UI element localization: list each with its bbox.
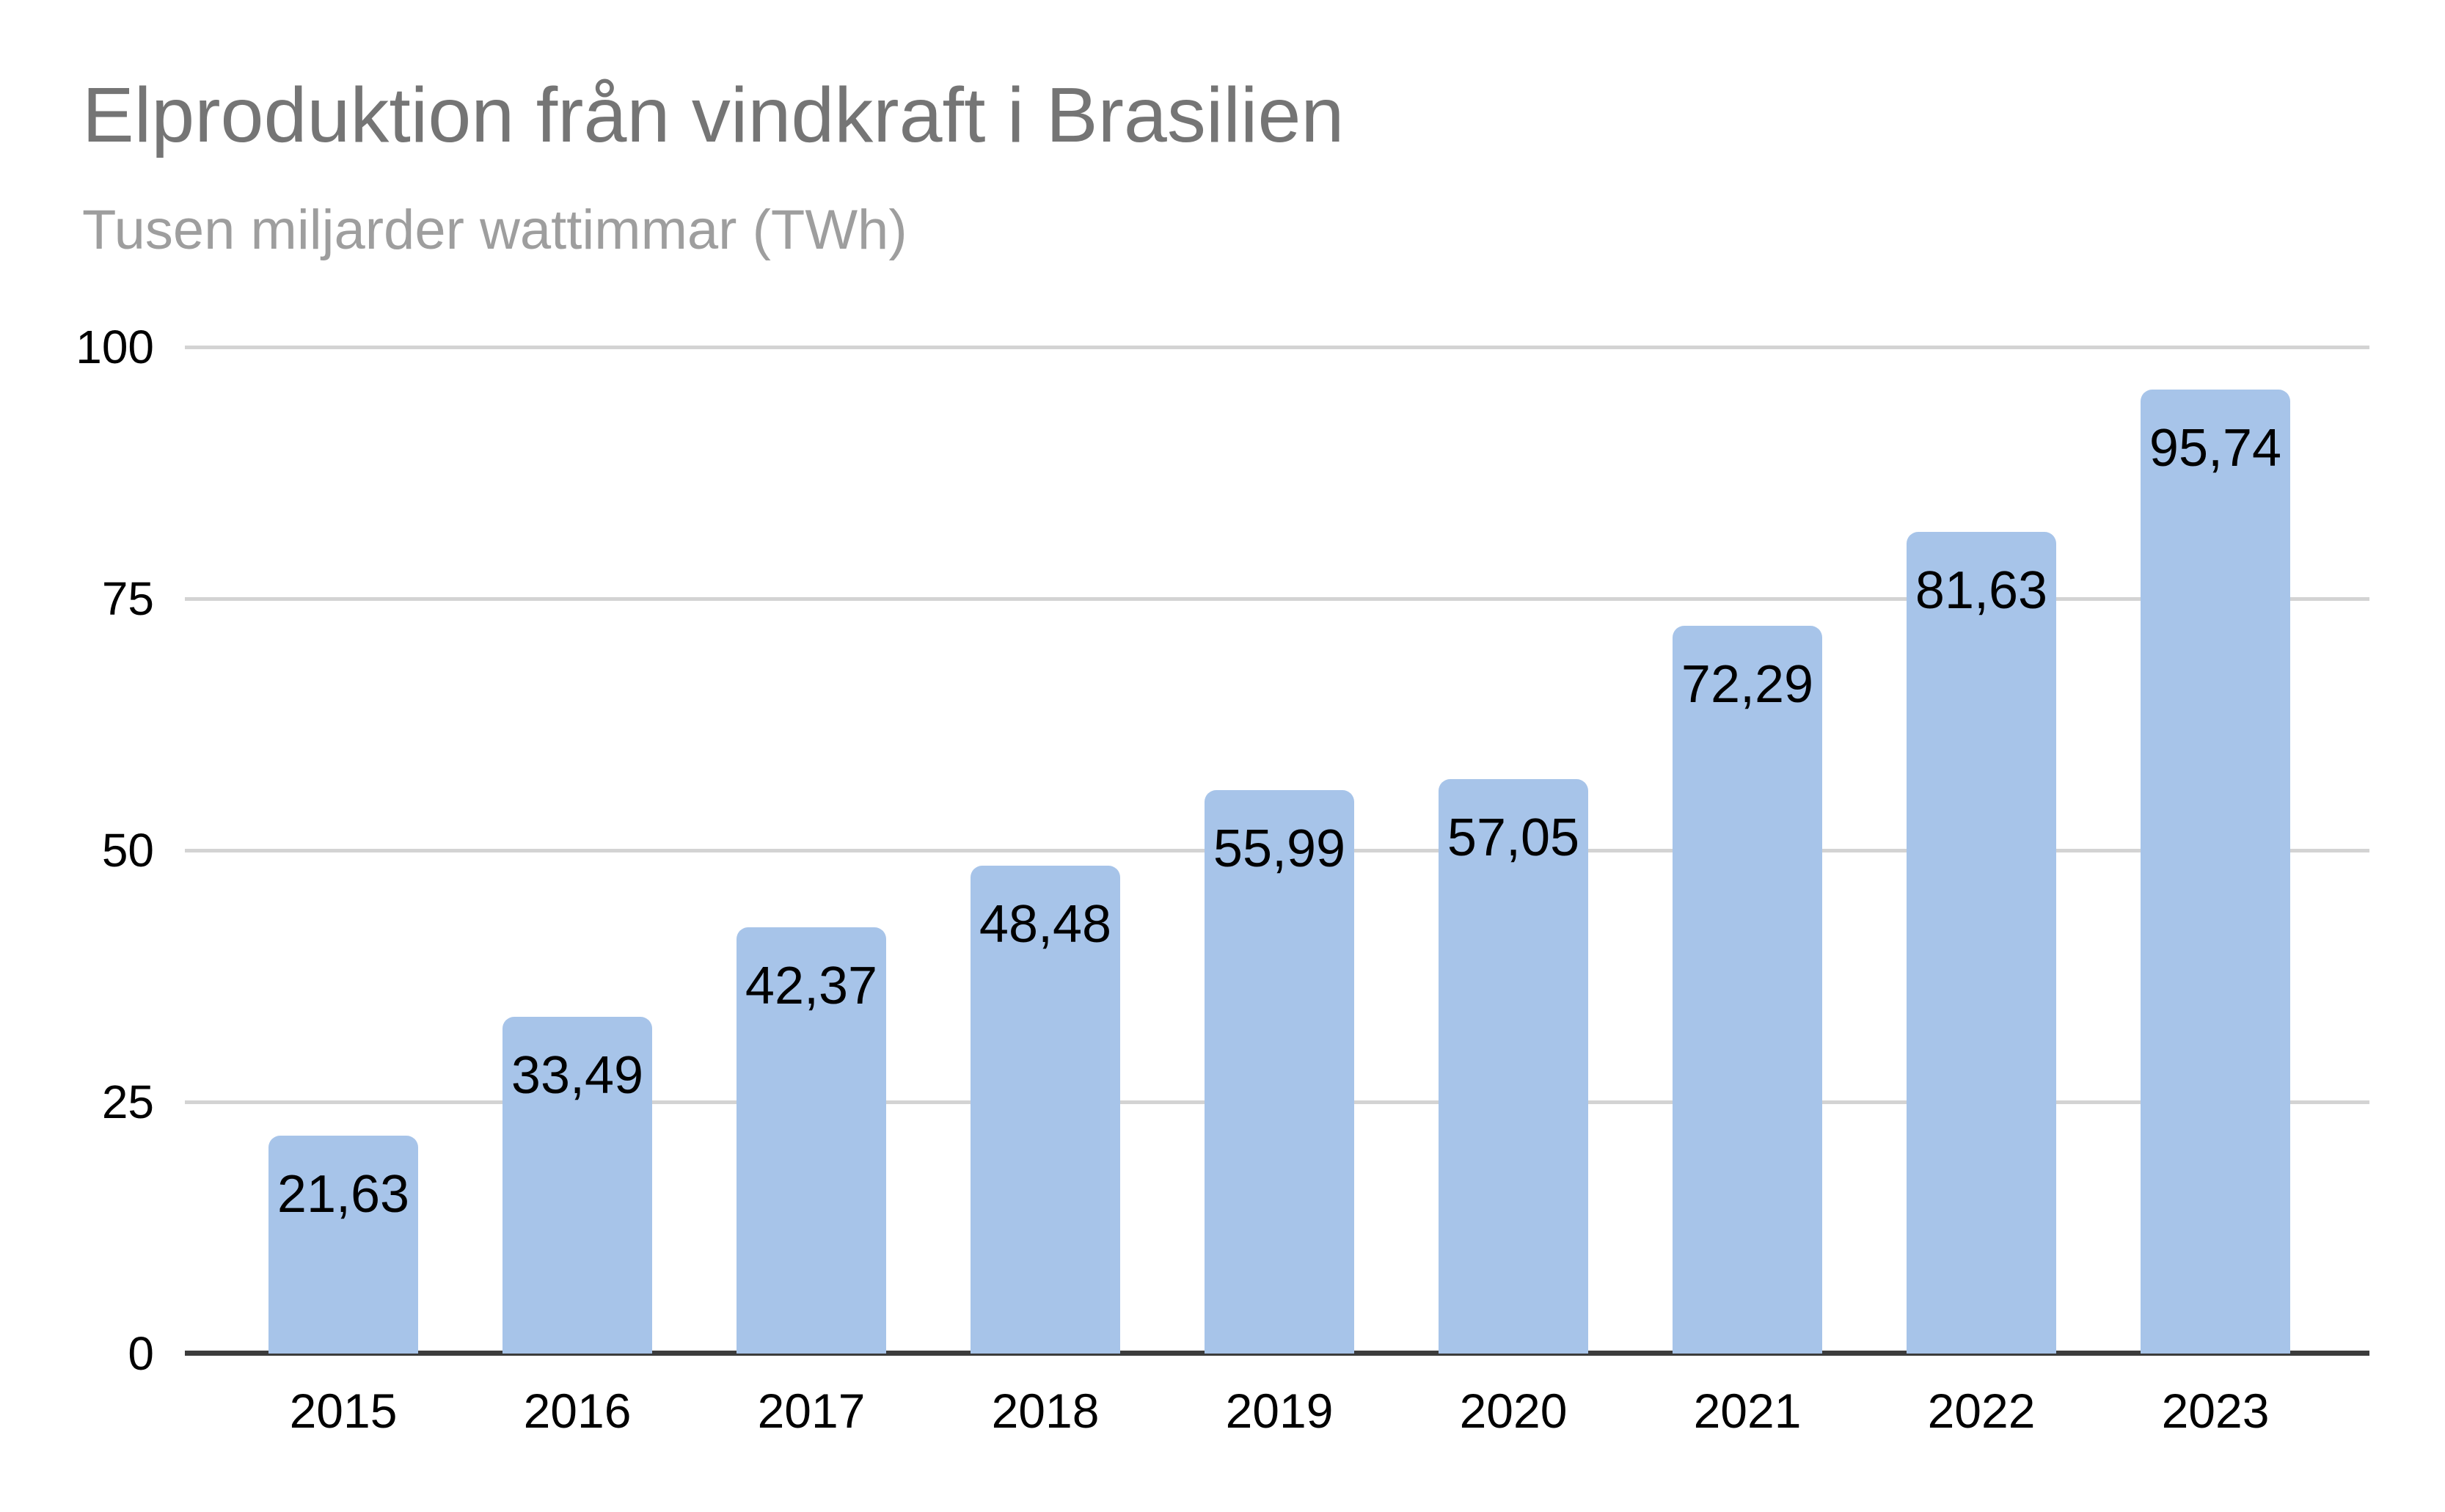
bar-value-label: 81,63 <box>1915 561 2048 621</box>
chart-subtitle: Tusen miljarder wattimmar (TWh) <box>82 199 907 261</box>
x-tick-label: 2022 <box>1927 1384 2036 1438</box>
y-tick-label: 100 <box>76 321 154 373</box>
bar-value-label: 21,63 <box>277 1165 410 1224</box>
x-tick-label: 2015 <box>289 1384 398 1438</box>
bar-value-label: 48,48 <box>979 894 1112 954</box>
x-tick-label: 2019 <box>1225 1384 1334 1438</box>
y-tick-label: 50 <box>101 824 154 877</box>
bar-2015: 21,63 <box>268 1136 418 1354</box>
x-tick-label: 2021 <box>1693 1384 1802 1438</box>
bar-value-label: 72,29 <box>1681 655 1814 715</box>
x-tick-label: 2018 <box>991 1384 1100 1438</box>
x-tick-label: 2016 <box>523 1384 632 1438</box>
bar-value-label: 95,74 <box>2149 419 2282 478</box>
bar-2017: 42,37 <box>737 927 886 1354</box>
y-tick-label: 75 <box>101 572 154 625</box>
bar-value-label: 42,37 <box>745 956 878 1015</box>
bar-2016: 33,49 <box>502 1016 652 1354</box>
chart-title: Elproduktion från vindkraft i Brasilien <box>82 72 1345 158</box>
bar-2020: 57,05 <box>1439 779 1588 1354</box>
bar-value-label: 33,49 <box>511 1045 644 1105</box>
gridline <box>185 346 2369 349</box>
bar-2022: 81,63 <box>1907 532 2056 1354</box>
x-tick-label: 2023 <box>2161 1384 2270 1438</box>
bar-2018: 48,48 <box>971 865 1120 1354</box>
bar-2021: 72,29 <box>1673 626 1822 1354</box>
x-tick-label: 2017 <box>757 1384 866 1438</box>
bar-value-label: 57,05 <box>1447 808 1580 868</box>
plot-area: 21,63 33,49 42,37 48,48 55,99 57,05 72,29 81,63… <box>185 346 2369 1356</box>
bar-2019: 55,99 <box>1205 789 1354 1354</box>
y-tick-label: 0 <box>128 1327 154 1380</box>
y-tick-label: 25 <box>101 1075 154 1128</box>
gridline <box>185 597 2369 601</box>
bar-value-label: 55,99 <box>1213 819 1346 878</box>
bar-2023: 95,74 <box>2141 390 2290 1354</box>
x-tick-label: 2020 <box>1459 1384 1568 1438</box>
